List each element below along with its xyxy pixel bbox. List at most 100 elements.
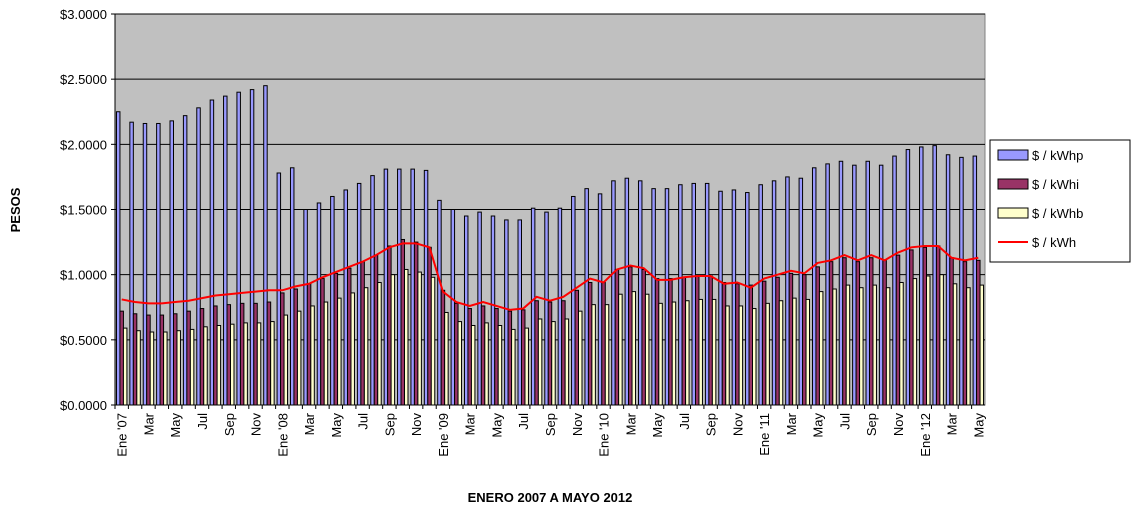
x-tick-label: May — [650, 413, 665, 438]
bar — [423, 169, 429, 406]
bar — [664, 188, 670, 406]
bar — [507, 310, 513, 406]
bar — [199, 308, 205, 406]
bar — [644, 293, 650, 406]
bar — [484, 322, 489, 406]
bar — [838, 160, 844, 406]
bar — [270, 321, 275, 406]
x-tick-label: May — [811, 413, 826, 438]
bar — [534, 300, 539, 406]
bar — [437, 199, 442, 406]
bar — [350, 292, 355, 406]
bar — [905, 149, 911, 406]
bar — [333, 272, 339, 406]
bar — [115, 111, 121, 406]
bar — [400, 238, 406, 406]
legend-label: $ / kWhb — [1032, 206, 1083, 221]
bar — [892, 155, 897, 406]
bar — [223, 95, 228, 406]
bar — [430, 276, 436, 406]
x-tick-label: Jul — [356, 413, 371, 430]
bar — [213, 305, 218, 406]
x-tick-label: Jul — [195, 413, 210, 430]
bar — [370, 175, 375, 406]
bar — [189, 328, 195, 406]
bar — [852, 164, 857, 406]
bar — [330, 195, 335, 406]
bar — [979, 284, 985, 406]
bar — [467, 308, 472, 406]
bar — [748, 284, 754, 406]
bar — [868, 257, 874, 406]
bar — [628, 266, 633, 406]
x-tick-label: Mar — [784, 412, 799, 435]
bar — [668, 278, 673, 406]
y-axis-title: PESOS — [8, 187, 23, 232]
bar — [243, 322, 248, 406]
bar — [427, 246, 432, 406]
bar — [413, 241, 419, 406]
bar — [306, 283, 312, 406]
bar — [962, 261, 968, 406]
bar — [226, 304, 232, 406]
bar — [440, 289, 446, 406]
bar — [718, 190, 723, 406]
bar — [618, 293, 623, 406]
bar — [557, 207, 563, 406]
bar — [578, 310, 583, 406]
x-axis-title: ENERO 2007 A MAYO 2012 — [468, 490, 633, 505]
bar — [561, 300, 566, 406]
bar — [169, 120, 174, 406]
bar — [818, 291, 824, 406]
legend-swatch — [997, 149, 1029, 161]
x-tick-label: Nov — [409, 413, 424, 437]
bar — [203, 326, 208, 406]
bar — [417, 271, 422, 406]
bar — [363, 287, 369, 406]
bar — [470, 324, 476, 406]
bar — [832, 288, 837, 406]
bar — [163, 331, 168, 406]
x-tick-label: Jul — [837, 413, 852, 430]
bar — [537, 318, 543, 406]
bar — [450, 209, 456, 406]
bar — [119, 310, 124, 406]
bar — [651, 188, 656, 406]
bar — [909, 249, 914, 406]
bar — [172, 313, 178, 406]
bar — [788, 272, 794, 406]
bar — [872, 284, 877, 406]
bar — [624, 177, 630, 406]
bar — [343, 189, 348, 406]
legend-label: $ / kWhi — [1032, 177, 1079, 192]
y-tick-label: $1.0000 — [60, 268, 107, 283]
bar — [463, 215, 469, 406]
bar — [859, 287, 864, 406]
bar — [775, 276, 780, 406]
x-tick-label: Sep — [543, 413, 558, 436]
bar — [731, 189, 737, 406]
bar — [765, 302, 770, 406]
bar — [404, 268, 409, 406]
bar — [490, 215, 496, 406]
bar — [611, 180, 616, 406]
x-tick-label: Ene '07 — [115, 413, 130, 457]
bar — [397, 168, 402, 406]
bar — [477, 211, 482, 406]
bar — [310, 305, 315, 406]
x-tick-label: Ene '12 — [918, 413, 933, 457]
x-tick-label: Sep — [382, 413, 397, 436]
x-tick-label: Nov — [570, 413, 585, 437]
bar — [122, 327, 128, 406]
x-tick-label: Mar — [141, 412, 156, 435]
bar — [587, 281, 593, 406]
bar — [196, 107, 201, 406]
bar — [802, 274, 807, 406]
bar — [316, 202, 322, 406]
bar — [182, 115, 188, 406]
bar — [323, 301, 329, 406]
y-tick-label: $0.5000 — [60, 333, 107, 348]
bar — [263, 85, 268, 406]
x-tick-label: Jul — [677, 413, 692, 430]
bar — [761, 280, 767, 406]
